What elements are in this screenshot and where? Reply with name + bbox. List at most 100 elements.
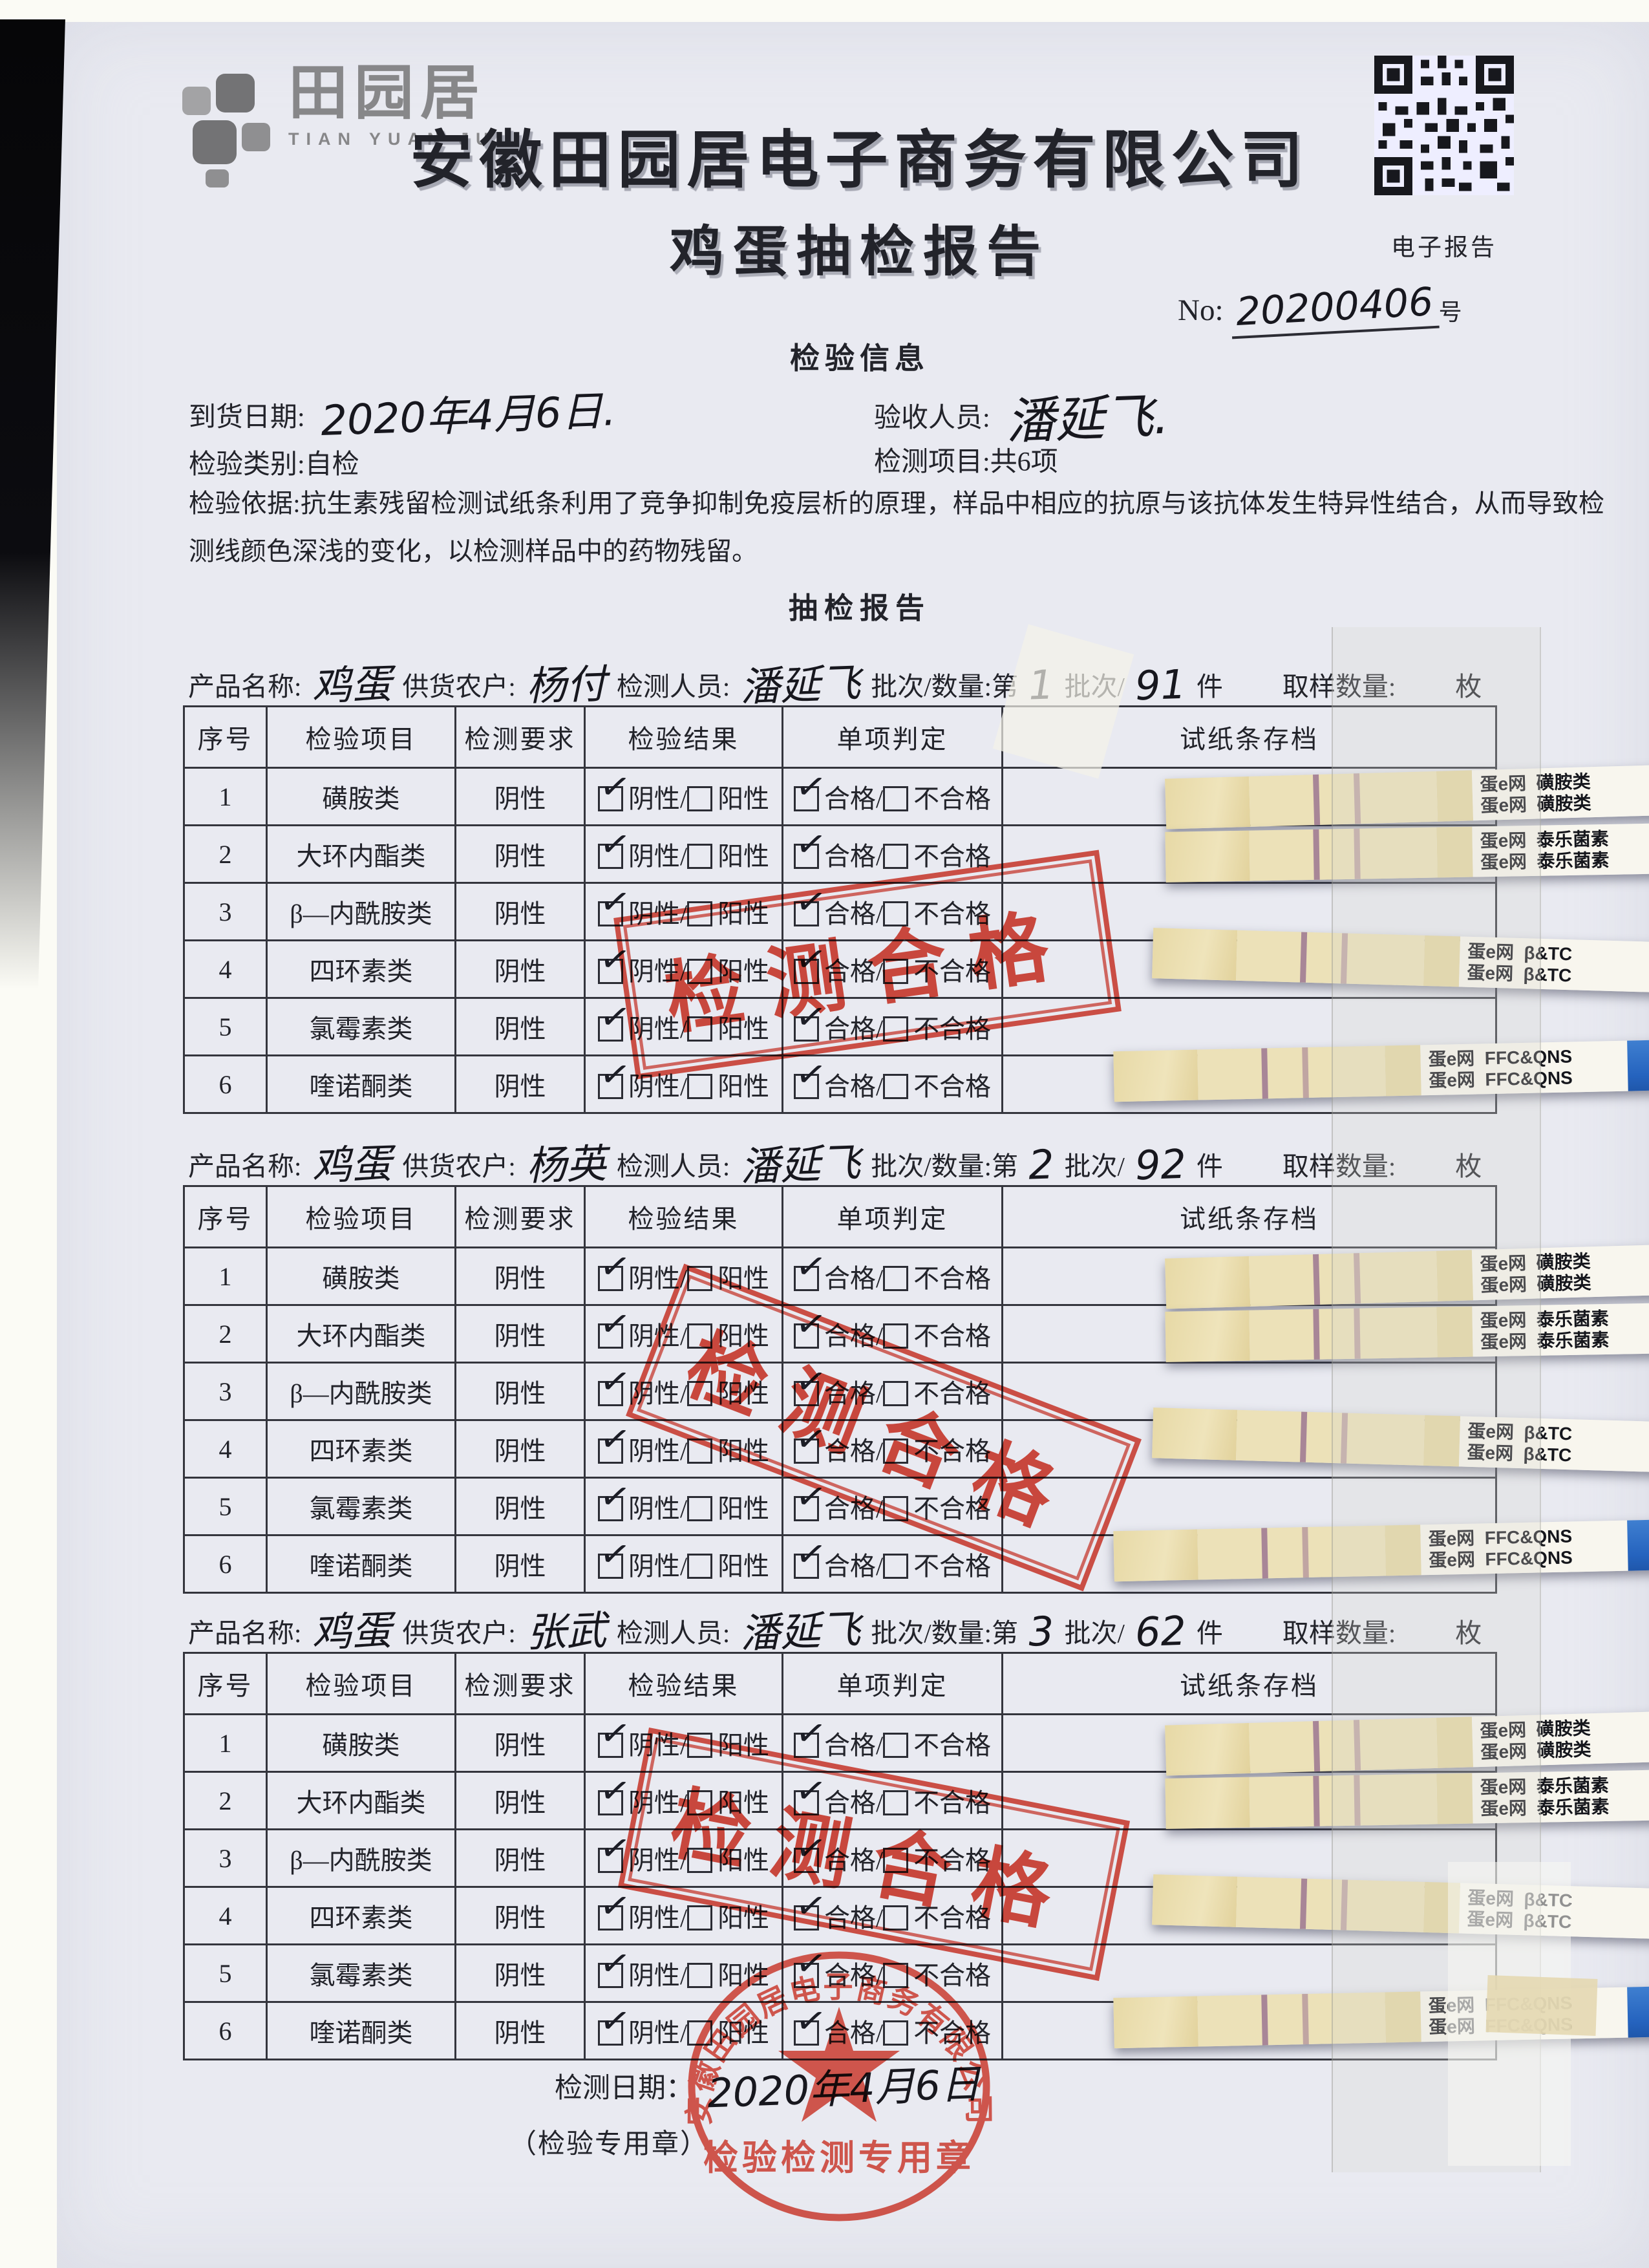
row-requirement: 阴性 [454,1713,586,1773]
items-line: 检测项目:共6项 [874,440,1058,479]
strip-result-window [1236,930,1425,986]
strip-result-window [1249,827,1438,881]
option-slash: / [679,1437,688,1466]
row-requirement: 阴性 [454,1419,586,1479]
test-date-line: 检测日期： 2020年4月6日 [555,2056,981,2117]
batch-label: 批次/数量:第 [871,1151,1019,1181]
sample-unit: 枚 [1455,1618,1482,1648]
sample-label: 取样数量: [1282,1151,1396,1181]
checkbox-fail [883,844,909,869]
row-requirement: 阴性 [454,767,586,826]
strip-label: 蛋e网 磺胺类 蛋e网 磺胺类 [1471,764,1649,821]
checkbox-positive [687,1496,713,1521]
header-requirement: 检测要求 [454,1652,586,1715]
batch-quantity: 92 [1134,1140,1187,1190]
row-requirement: 阴性 [454,1828,586,1888]
row-item-name: 四环素类 [266,1419,456,1479]
inspector-value: 潘延飞 [739,1605,862,1658]
batch-number: 1 [1027,661,1055,709]
checkbox-negative [597,1381,623,1406]
row-requirement: 阴性 [454,1304,586,1364]
strip-divider [1423,1415,1461,1467]
inspection-basis: 检验依据:抗生素残留检测试纸条利用了竞争抑制免疫层析的原理，样品中相应的抗原与该… [189,489,1604,566]
option-pass: 合格 [824,1552,876,1581]
row-seq: 2 [183,824,268,884]
header-verdict: 单项判定 [782,705,1003,769]
batch-mid-label: 批次/ [1064,1151,1125,1181]
scan-edge-shadow [0,19,65,989]
checkbox-fail [883,2020,909,2046]
strip-sample-pad [1165,776,1251,829]
option-slash: / [875,842,884,871]
row-seq: 5 [183,997,268,1056]
option-fail: 不合格 [913,1321,992,1351]
option-negative: 阴性 [628,1437,680,1466]
table-header-row: 序号 检验项目 检测要求 检验结果 单项判定 试纸条存档 [183,1185,1497,1248]
supplier-label: 供货农户: [402,1151,516,1181]
product-line: 产品名称: 鸡蛋 供货农户: 杨英 检测人员: 潘延飞 批次/数量:第 2 批次… [188,1118,1630,1190]
checkbox-negative [597,1963,623,1988]
option-negative: 阴性 [628,2018,680,2048]
header-item: 检验项目 [266,1185,456,1248]
row-requirement: 阴性 [454,1246,586,1306]
arrival-date-line: 到货日期: 2020年4月6日. [189,383,617,445]
batch-section-1: 产品名称: 鸡蛋 供货农户: 杨付 检测人员: 潘延飞 批次/数量:第 1 批次… [183,639,1649,1117]
batch-mid-label: 批次/ [1064,672,1125,701]
batch-label: 批次/数量:第 [871,1618,1019,1648]
qr-caption: 电子报告 [1391,235,1497,261]
row-item-name: 磺胺类 [266,767,456,826]
option-positive: 阳性 [718,1072,770,1101]
row-item-name: 大环内酯类 [266,1304,456,1364]
verdict-cell: 合格/ 不合格 [782,1054,1003,1114]
header-verdict: 单项判定 [782,1652,1003,1715]
option-slash: / [679,842,688,871]
checkbox-negative [597,1074,623,1099]
checkbox-pass [793,844,819,869]
supplier-value: 杨付 [525,660,608,711]
verdict-cell: 合格/ 不合格 [782,767,1003,826]
option-fail: 不合格 [913,1731,992,1760]
report-number-value: 20200406 [1229,279,1440,339]
category-value: 自检 [304,450,359,480]
supplier-label: 供货农户: [402,1618,516,1648]
batch-quantity: 62 [1134,1607,1187,1656]
checkbox-pass [793,1733,819,1758]
row-requirement: 阴性 [454,1771,586,1830]
option-positive: 阳性 [718,842,770,871]
option-slash: / [875,2018,884,2048]
row-item-name: β—内酰胺类 [266,1362,456,1421]
product-line: 产品名称: 鸡蛋 供货农户: 杨付 检测人员: 潘延飞 批次/数量:第 1 批次… [188,639,1630,711]
option-positive: 阳性 [718,2018,770,2048]
checkbox-negative [597,901,623,926]
row-seq: 1 [183,767,268,826]
strip-label: 蛋e网 β&TC 蛋e网 β&TC [1458,1883,1649,1940]
product-label: 产品名称: [188,1618,302,1648]
row-seq: 2 [183,1771,268,1830]
checkbox-positive [687,1554,713,1579]
row-seq: 1 [183,1246,268,1306]
strip-result-window [1197,1045,1386,1100]
result-cell: 阴性/ 阳性 [584,767,783,826]
option-pass: 合格 [824,1264,876,1293]
strip-sample-pad [1152,1407,1238,1460]
checkbox-pass [793,1554,819,1579]
row-item-name: 四环素类 [266,939,456,999]
strip-result-window [1249,1250,1438,1307]
option-negative: 阴性 [628,784,680,813]
product-label: 产品名称: [188,1151,302,1181]
result-cell: 阴性/ 阳性 [584,2001,783,2060]
table-header-row: 序号 检验项目 检测要求 检验结果 单项判定 试纸条存档 [183,1652,1497,1715]
checkbox-positive [687,1963,713,1988]
row-requirement: 阴性 [454,882,586,941]
row-item-name: 氯霉素类 [266,997,456,1056]
strip-label: 蛋e网 β&TC 蛋e网 β&TC [1458,936,1649,993]
strip-label: 蛋e网 FFC&QNS 蛋e网 FFC&QNS [1420,1987,1628,2042]
row-seq: 6 [183,1534,268,1594]
option-fail: 不合格 [913,1072,992,1101]
header-item: 检验项目 [266,705,456,769]
header-requirement: 检测要求 [454,705,586,769]
header-result: 检验结果 [584,705,783,769]
report-number-label: No: [1178,294,1224,327]
strip-result-window [1249,1773,1438,1828]
result-cell: 阴性/ 阳性 [584,1477,783,1536]
